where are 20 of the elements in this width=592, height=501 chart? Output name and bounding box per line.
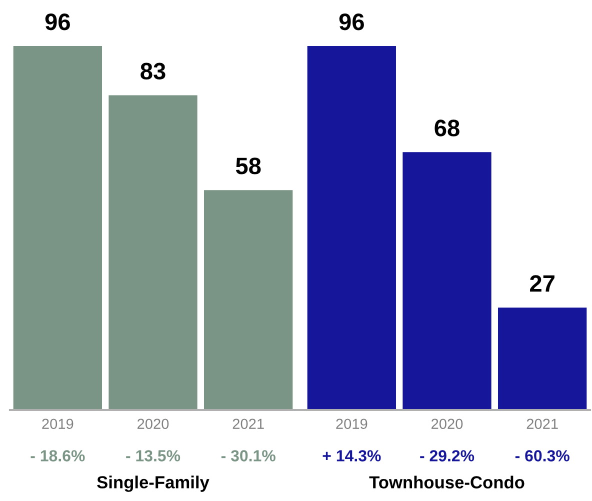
x-axis-title: Single-Family xyxy=(97,476,210,492)
x-axis-title: Townhouse-Condo xyxy=(369,476,524,488)
text: + 14.3% xyxy=(322,450,381,462)
data-label: 68 xyxy=(434,120,460,136)
text: - 18.6% xyxy=(30,450,85,462)
data-label: 27 xyxy=(530,275,554,292)
x-tick-label: 2019 xyxy=(336,418,368,430)
x-tick-label: 2019 xyxy=(42,418,74,430)
text: - 29.2% xyxy=(420,450,474,462)
x-tick-label: 2021 xyxy=(526,418,558,430)
text: - 13.5% xyxy=(126,450,180,462)
text: - 30.1% xyxy=(221,450,276,462)
data-label: 96 xyxy=(45,14,70,30)
data-label: 58 xyxy=(236,158,261,174)
x-tick-label: 2020 xyxy=(432,418,463,430)
x-tick-label: 2021 xyxy=(232,418,264,430)
x-tick-label: 2020 xyxy=(138,418,169,430)
text: - 60.3% xyxy=(515,450,570,462)
data-label: 96 xyxy=(339,14,364,30)
data-label: 83 xyxy=(140,62,166,80)
